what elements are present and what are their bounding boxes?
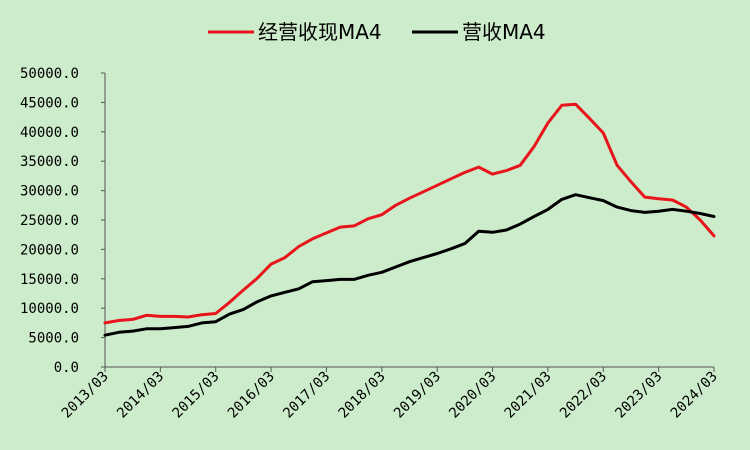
x-tick-label: 2018/03	[336, 369, 389, 422]
x-tick-label: 2024/03	[668, 369, 721, 422]
x-tick-label: 2023/03	[612, 369, 665, 422]
y-tick-label: 40000.0	[20, 125, 79, 141]
legend-label-1: 经营收现MA4	[258, 20, 382, 44]
legend-label-2: 营收MA4	[462, 20, 546, 44]
x-tick-label: 2015/03	[170, 369, 223, 422]
y-tick-label: 30000.0	[20, 184, 79, 200]
y-tick-label: 5000.0	[28, 331, 79, 347]
y-tick-label: 20000.0	[20, 242, 79, 258]
y-tick-label: 50000.0	[20, 66, 79, 82]
x-tick-label: 2016/03	[225, 369, 278, 422]
x-tick-label: 2020/03	[446, 369, 499, 422]
series-line-1	[103, 102, 716, 325]
x-tick-label: 2014/03	[114, 369, 167, 422]
y-tick-label: 0.0	[54, 360, 79, 376]
y-tick-label: 10000.0	[20, 301, 79, 317]
y-tick-label: 15000.0	[20, 272, 79, 288]
y-tick-label: 35000.0	[20, 154, 79, 170]
y-tick-label: 45000.0	[20, 95, 79, 111]
x-tick-label: 2022/03	[557, 369, 610, 422]
x-tick-label: 2017/03	[280, 369, 333, 422]
x-tick-label: 2019/03	[391, 369, 444, 422]
legend: 经营收现MA4 营收MA4	[208, 20, 546, 44]
axes: 0.0 5000.0 10000.0 15000.0 20000.0 25000.0 300…	[20, 66, 721, 422]
series-lines	[103, 102, 716, 337]
x-tick-label: 2013/03	[59, 369, 112, 422]
x-tick-label: 2021/03	[502, 369, 555, 422]
series-line-2	[103, 193, 716, 337]
y-tick-label: 25000.0	[20, 213, 79, 229]
